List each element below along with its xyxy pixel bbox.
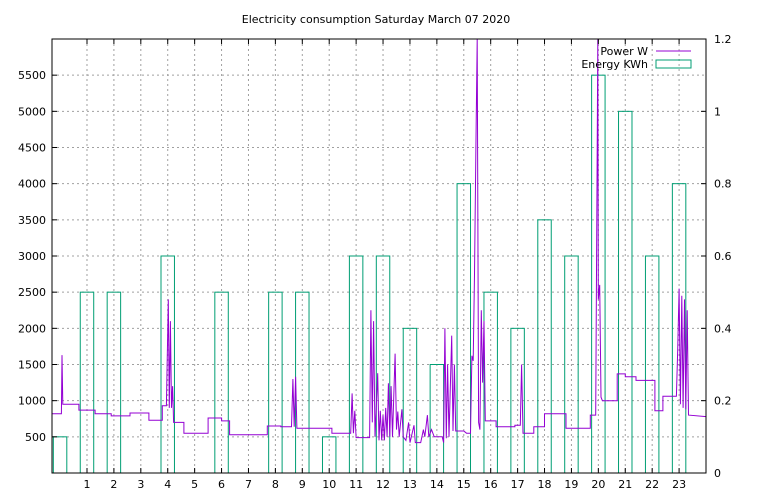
- energy-bar: [53, 437, 66, 473]
- x-tick-label: 3: [137, 478, 144, 491]
- x-tick-label: 1: [83, 478, 90, 491]
- y-right-tick-label: 0: [714, 467, 721, 480]
- y-left-tick-label: 5500: [18, 69, 46, 82]
- power-line-layer: [52, 39, 706, 443]
- x-tick-label: 8: [272, 478, 279, 491]
- y-right-tick-label: 0.6: [714, 250, 732, 263]
- y-left-tick-label: 3500: [18, 214, 46, 227]
- legend-swatch-energy: [656, 60, 691, 68]
- y-left-tick-label: 2500: [18, 286, 46, 299]
- x-tick-label: 12: [376, 478, 390, 491]
- x-tick-label: 17: [511, 478, 525, 491]
- power-line: [52, 39, 706, 443]
- chart-title: Electricity consumption Saturday March 0…: [242, 13, 510, 26]
- y-right-tick-label: 0.8: [714, 178, 732, 191]
- x-tick-label: 22: [645, 478, 659, 491]
- x-tick-label: 2: [110, 478, 117, 491]
- x-tick-label: 23: [672, 478, 686, 491]
- y-left-tick-label: 4000: [18, 178, 46, 191]
- x-tick-label: 5: [191, 478, 198, 491]
- y-left-tick-label: 3000: [18, 250, 46, 263]
- legend-label-energy: Energy KWh: [581, 58, 648, 71]
- y-left-tick-label: 1000: [18, 395, 46, 408]
- y-left-tick-label: 2000: [18, 322, 46, 335]
- x-tick-label: 16: [484, 478, 498, 491]
- y-left-tick-label: 4500: [18, 142, 46, 155]
- x-tick-label: 7: [245, 478, 252, 491]
- y-right-tick-label: 1: [714, 105, 721, 118]
- y-left-tick-label: 5000: [18, 105, 46, 118]
- x-tick-label: 20: [591, 478, 605, 491]
- legend-label-power: Power W: [600, 45, 648, 58]
- y-right-tick-label: 0.4: [714, 322, 732, 335]
- x-tick-label: 4: [164, 478, 171, 491]
- x-tick-label: 10: [322, 478, 336, 491]
- x-tick-label: 11: [349, 478, 363, 491]
- x-tick-label: 13: [403, 478, 417, 491]
- x-tick-label: 9: [299, 478, 306, 491]
- y-left-tick-label: 500: [25, 431, 46, 444]
- x-tick-label: 21: [618, 478, 632, 491]
- y-left-tick-label: 1500: [18, 359, 46, 372]
- y-right-tick-label: 0.2: [714, 395, 732, 408]
- x-tick-label: 14: [430, 478, 444, 491]
- y-right-tick-label: 1.2: [714, 33, 732, 46]
- x-tick-label: 15: [457, 478, 471, 491]
- x-tick-label: 19: [564, 478, 578, 491]
- x-tick-label: 6: [218, 478, 225, 491]
- x-tick-label: 18: [538, 478, 552, 491]
